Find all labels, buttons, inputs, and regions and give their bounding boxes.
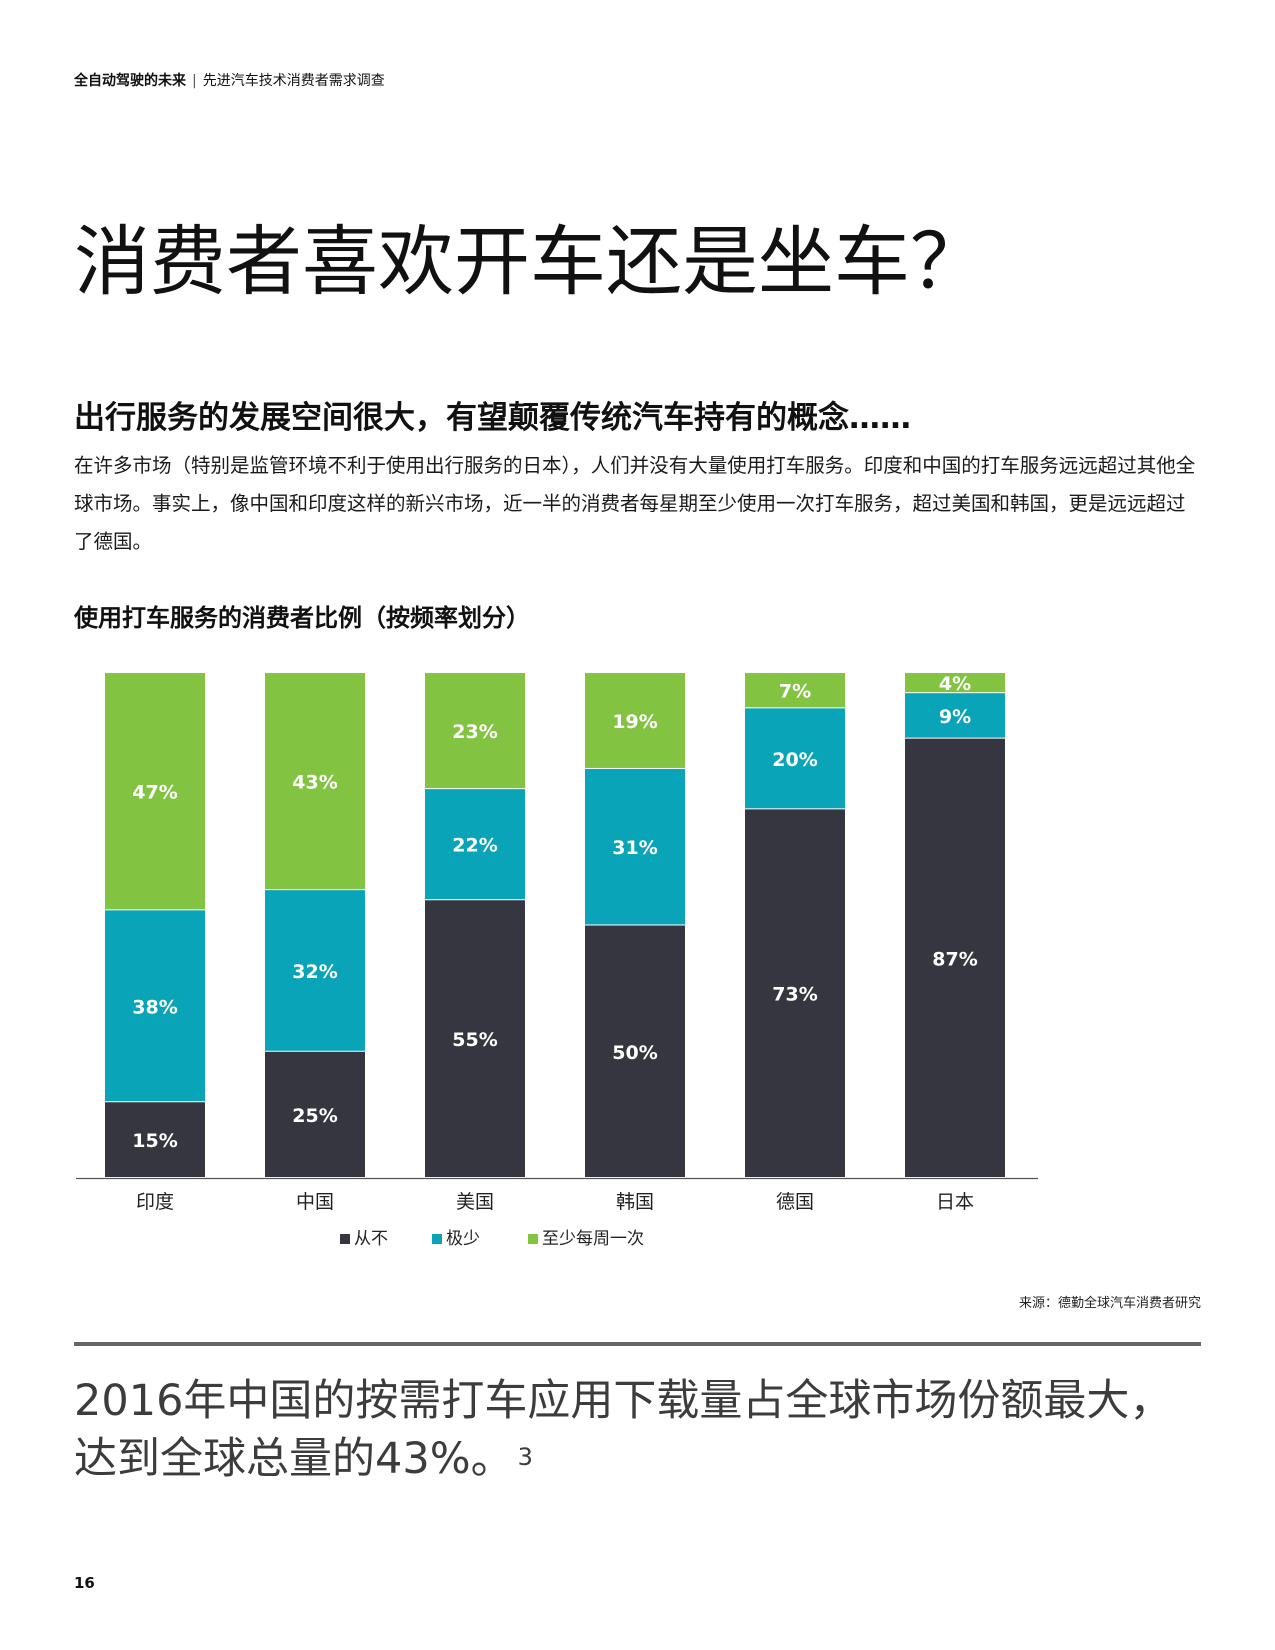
bar-segment [265,1051,365,1177]
category-label: 印度 [136,1191,174,1213]
data-label: 4% [939,673,971,695]
bar-segment [105,910,205,1102]
bar-segment [105,1102,205,1177]
data-label: 22% [452,835,497,857]
chart-title: 使用打车服务的消费者比例（按频率划分） [74,604,530,632]
bar-segment [105,673,205,910]
data-label: 87% [932,948,977,970]
bar-segment [905,673,1005,693]
category-label: 德国 [776,1191,814,1213]
legend-label: 至少每周一次 [542,1229,644,1249]
legend-label: 极少 [446,1229,480,1249]
data-label: 31% [612,837,657,859]
data-label: 38% [132,996,177,1018]
legend-swatch [340,1234,350,1244]
section-subtitle: 出行服务的发展空间很大，有望颠覆传统汽车持有的概念…… [74,400,911,436]
bar-segment [905,738,1005,1177]
data-label: 47% [132,782,177,804]
bar-segment [745,809,845,1177]
data-label: 32% [292,961,337,983]
data-label: 9% [939,706,971,728]
data-label: 15% [132,1130,177,1152]
bar-segment [425,900,525,1177]
header-subtitle: 先进汽车技术消费者需求调查 [202,73,385,89]
bar-segment [745,708,845,809]
data-label: 19% [612,711,657,733]
category-label: 中国 [296,1191,334,1213]
bar-segment [585,673,685,768]
legend-swatch [528,1234,538,1244]
category-label: 韩国 [616,1191,654,1213]
footnote-marker: 3 [517,1443,533,1471]
bar-segment [425,673,525,789]
header-title: 全自动驾驶的未来 [74,73,186,89]
bar-segment [585,925,685,1177]
bar-segment [745,673,845,708]
running-header: 全自动驾驶的未来 | 先进汽车技术消费者需求调查 [74,70,385,90]
legend-label: 从不 [354,1229,388,1249]
data-label: 73% [772,984,817,1006]
stacked-bar-chart: 15% 38% 47% 印度 25% 32% 43% 中国 55% 22% 23% 美国 50% 31% 1… [76,673,1038,1249]
data-label: 50% [612,1042,657,1064]
bar-segment [265,890,365,1051]
header-separator: | [192,73,197,89]
bar-segment [905,693,1005,738]
data-label: 23% [452,721,497,743]
divider-rule [74,1342,1201,1346]
bar-segment [265,673,365,890]
data-label: 25% [292,1105,337,1127]
callout-quote: 2016年中国的按需打车应用下载量占全球市场份额最大，达到全球总量的43%。 3 [74,1372,1214,1488]
page-number: 16 [74,1574,95,1592]
body-paragraph: 在许多市场（特别是监管环境不利于使用出行服务的日本），人们并没有大量使用打车服务… [74,454,1196,553]
data-label: 43% [292,772,337,794]
legend-swatch [432,1234,442,1244]
data-label: 20% [772,749,817,771]
data-label: 7% [779,681,811,703]
bar-segment [425,789,525,900]
source-note: 来源：德勤全球汽车消费者研究 [1018,1296,1201,1311]
callout-text: 2016年中国的按需打车应用下载量占全球市场份额最大，达到全球总量的43%。 [74,1376,1173,1484]
page-title: 消费者喜欢开车还是坐车？ [74,217,986,306]
bar-segment [585,768,685,925]
category-label: 美国 [456,1191,494,1213]
data-label: 55% [452,1029,497,1051]
category-label: 日本 [936,1191,974,1213]
